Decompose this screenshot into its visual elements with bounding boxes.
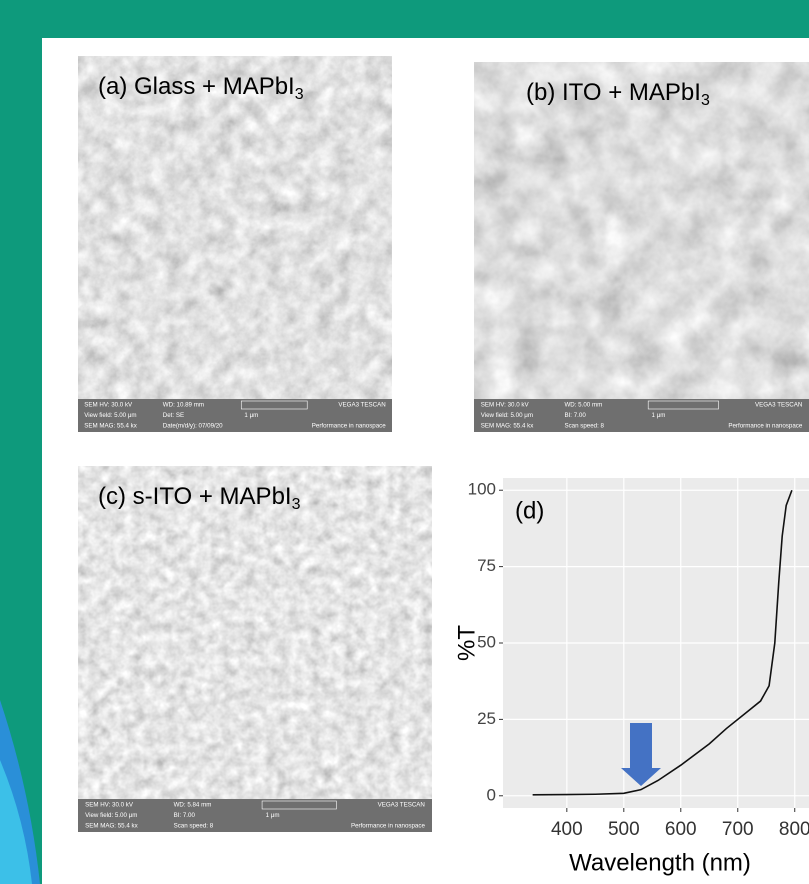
y-tick-label: 0 bbox=[487, 785, 496, 804]
y-tick-label: 75 bbox=[477, 556, 496, 575]
info-text: SEM MAG: 55.4 kx bbox=[84, 423, 138, 430]
label-sub: 3 bbox=[701, 92, 710, 109]
page: (a) Glass + MAPbI3SEM HV: 30.0 kVWD: 10.… bbox=[0, 0, 809, 884]
panel-label: (c) s-ITO + MAPbI3 bbox=[98, 483, 301, 513]
label-main: (b) ITO + MAPbI bbox=[526, 79, 701, 106]
sem-image: (a) Glass + MAPbI3 SEM HV: 30.0 kV WD: 10.… bbox=[78, 56, 392, 432]
info-text: SEM MAG: 55.4 kx bbox=[85, 823, 139, 830]
info-text: 1 μm bbox=[266, 812, 280, 819]
info-text: Det: SE bbox=[163, 412, 184, 419]
x-tick-label: 500 bbox=[608, 819, 640, 840]
info-text: BI: 7.00 bbox=[174, 812, 196, 819]
x-axis-label: Wavelength (nm) bbox=[569, 849, 751, 876]
label-main: (a) Glass + MAPbI bbox=[98, 73, 295, 100]
sem-texture bbox=[78, 56, 392, 432]
info-text: Scan speed: 8 bbox=[564, 423, 604, 430]
chart-title: (d) bbox=[515, 497, 544, 524]
info-text: 1 μm bbox=[244, 412, 258, 419]
x-tick-label: 600 bbox=[665, 819, 697, 840]
info-text: Performance in nanospace bbox=[728, 423, 803, 430]
info-text: View field: 5.00 μm bbox=[85, 812, 137, 819]
x-tick-label: 400 bbox=[551, 819, 583, 840]
label-sub: 3 bbox=[292, 496, 301, 513]
info-text: BI: 7.00 bbox=[564, 412, 586, 419]
info-text: WD: 5.84 mm bbox=[174, 802, 212, 809]
label-main: (c) s-ITO + MAPbI bbox=[98, 483, 292, 510]
info-text: SEM HV: 30.0 kV bbox=[481, 402, 530, 409]
panel-label: (b) ITO + MAPbI3 bbox=[526, 79, 710, 109]
info-text: WD: 10.89 mm bbox=[163, 402, 204, 409]
info-text: Scan speed: 8 bbox=[174, 823, 214, 830]
info-text: 1 μm bbox=[652, 412, 666, 419]
info-text: SEM MAG: 55.4 kx bbox=[481, 423, 535, 430]
panel-label: (a) Glass + MAPbI3 bbox=[98, 73, 304, 103]
info-text: WD: 5.00 mm bbox=[564, 402, 602, 409]
y-tick-label: 25 bbox=[477, 709, 496, 728]
info-text: VEGA3 TESCAN bbox=[755, 402, 802, 409]
info-text: View field: 5.00 μm bbox=[84, 412, 136, 419]
sem-texture bbox=[78, 466, 432, 832]
x-tick-label: 700 bbox=[722, 819, 754, 840]
info-text: VEGA3 TESCAN bbox=[378, 802, 425, 809]
slide: (a) Glass + MAPbI3SEM HV: 30.0 kVWD: 10.… bbox=[0, 0, 809, 884]
info-text: Performance in nanospace bbox=[351, 823, 426, 830]
y-tick-label: 100 bbox=[468, 480, 496, 499]
info-text: VEGA3 TESCAN bbox=[338, 402, 385, 409]
label-sub: 3 bbox=[295, 86, 304, 103]
sem-image: (c) s-ITO + MAPbI3 SEM HV: 30.0 kV WD: 5.8… bbox=[78, 466, 432, 832]
info-text: Date(m/d/y): 07/09/20 bbox=[163, 423, 223, 430]
x-tick-label: 800 bbox=[779, 819, 809, 840]
info-text: SEM HV: 30.0 kV bbox=[85, 802, 134, 809]
y-axis-label: %T bbox=[453, 625, 480, 661]
info-text: Performance in nanospace bbox=[312, 423, 387, 430]
info-text: View field: 5.00 μm bbox=[481, 412, 533, 419]
sem-image: (b) ITO + MAPbI3 SEM HV: 30.0 kV WD: 5.00 … bbox=[474, 62, 809, 432]
info-text: SEM HV: 30.0 kV bbox=[84, 402, 133, 409]
sem-texture bbox=[474, 62, 809, 432]
